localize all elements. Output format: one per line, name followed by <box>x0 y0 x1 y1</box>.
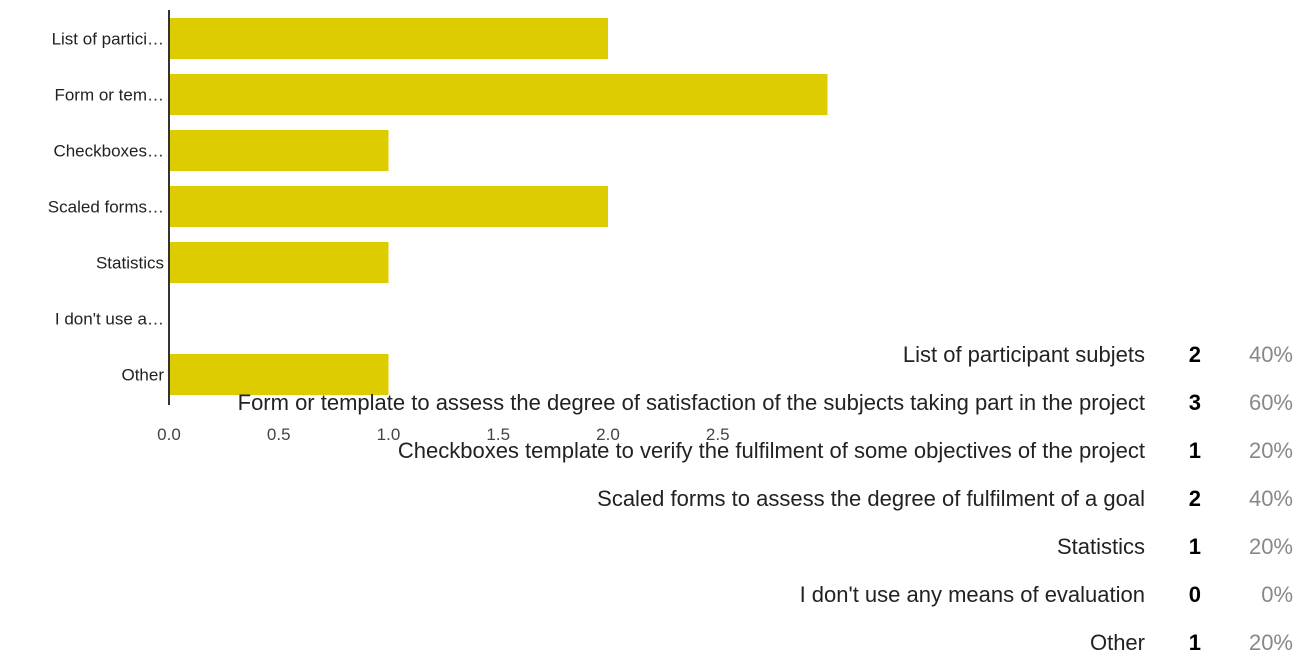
summary-percent: 60% <box>1248 390 1293 415</box>
summary-percent: 40% <box>1248 342 1293 367</box>
summary-count: 2 <box>1188 486 1201 511</box>
summary-percent: 20% <box>1248 630 1293 655</box>
category-label: Other <box>121 366 164 385</box>
category-label: Statistics <box>96 254 164 273</box>
summary-row: List of participant subjets 2 40% <box>903 338 1293 372</box>
summary-count: 2 <box>1188 342 1201 367</box>
bar <box>169 186 608 227</box>
summary-percent: 20% <box>1248 534 1293 559</box>
summary-label: I don't use any means of evaluation <box>799 582 1145 607</box>
summary-count: 1 <box>1188 534 1201 559</box>
bar <box>169 354 389 395</box>
summary-row: I don't use any means of evaluation 0 0% <box>800 578 1293 612</box>
category-label: Checkboxes… <box>53 142 164 161</box>
summary-row: Form or template to assess the degree of… <box>238 386 1293 420</box>
x-tick-label: 2.0 <box>596 425 620 444</box>
category-label: I don't use a… <box>55 310 164 329</box>
x-tick-label: 1.5 <box>486 425 510 444</box>
summary-row: Statistics 1 20% <box>1057 530 1293 564</box>
x-tick-label: 2.5 <box>706 425 730 444</box>
summary-label: Scaled forms to assess the degree of ful… <box>597 486 1145 511</box>
category-label: Form or tem… <box>54 86 164 105</box>
summary-count: 1 <box>1188 438 1201 463</box>
summary-count: 3 <box>1188 390 1201 415</box>
summary-row: Checkboxes template to verify the fulfil… <box>398 434 1293 468</box>
category-label: List of partici… <box>52 30 164 49</box>
x-tick-label: 0.0 <box>157 425 181 444</box>
x-tick-label: 1.0 <box>377 425 401 444</box>
summary-label: Form or template to assess the degree of… <box>237 390 1145 415</box>
summary-row: Scaled forms to assess the degree of ful… <box>597 482 1293 516</box>
summary-label: List of participant subjets <box>902 342 1145 367</box>
summary-percent: 20% <box>1248 438 1293 463</box>
summary-label: Statistics <box>1056 534 1145 559</box>
summary-label: Checkboxes template to verify the fulfil… <box>397 438 1145 463</box>
x-tick-label: 0.5 <box>267 425 291 444</box>
summary-count: 1 <box>1188 630 1201 655</box>
summary-percent: 0% <box>1261 582 1293 607</box>
summary-row: Other 1 20% <box>1090 626 1293 660</box>
summary-percent: 40% <box>1248 486 1293 511</box>
bar <box>169 242 389 283</box>
summary-label: Other <box>1089 630 1145 655</box>
bar <box>169 74 828 115</box>
category-label: Scaled forms… <box>48 198 164 217</box>
bar <box>169 130 389 171</box>
bar <box>169 18 608 59</box>
summary-count: 0 <box>1188 582 1201 607</box>
